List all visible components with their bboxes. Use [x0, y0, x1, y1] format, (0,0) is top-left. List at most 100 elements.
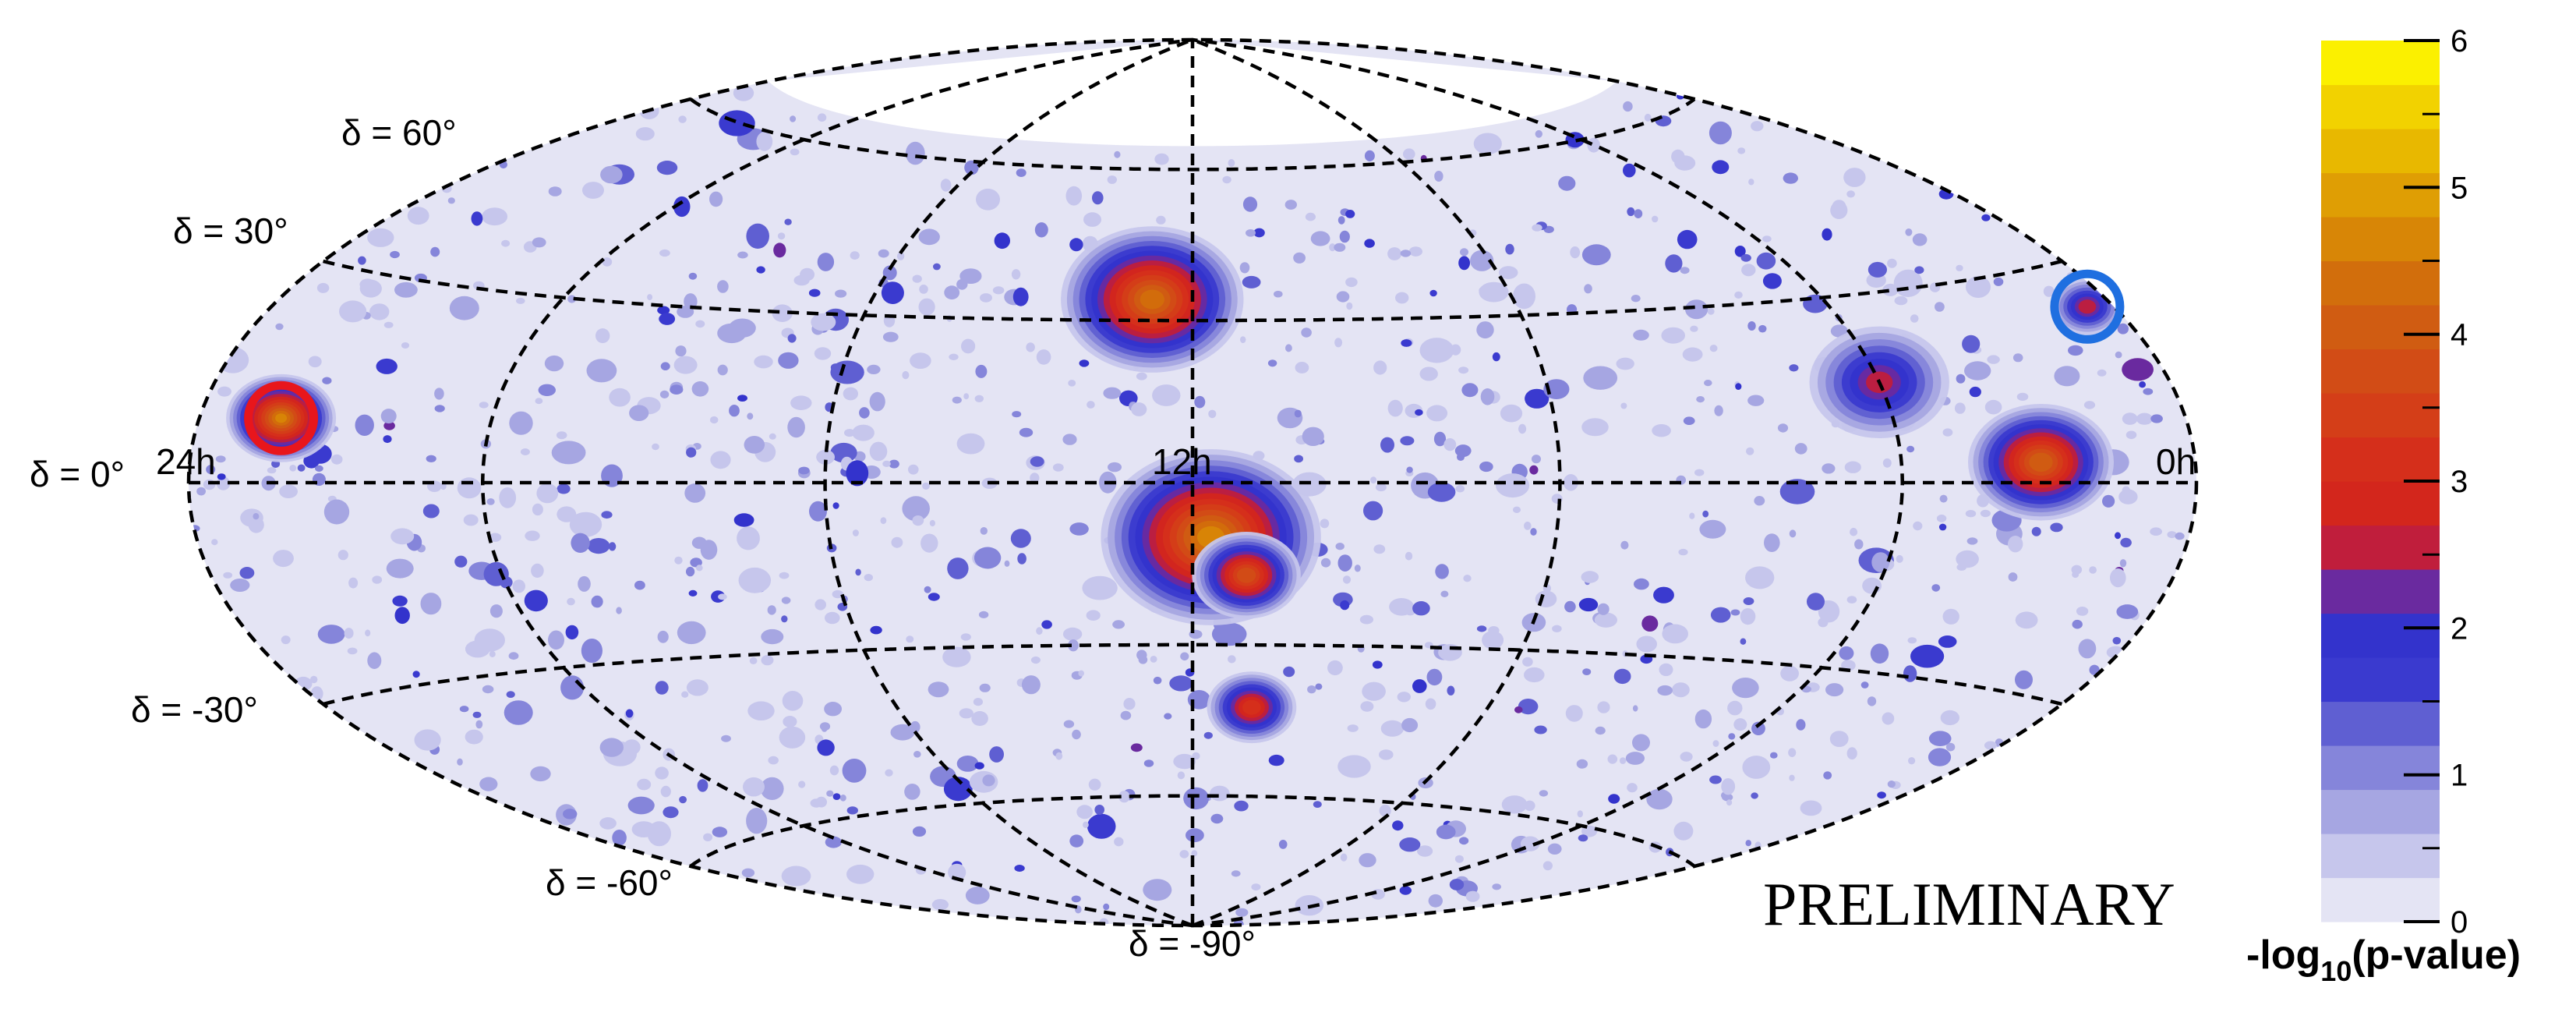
significance-spot	[940, 179, 952, 192]
significance-spot	[1428, 894, 1443, 908]
significance-spot	[538, 384, 556, 396]
significance-spot	[1756, 252, 1776, 270]
significance-spot	[1208, 409, 1217, 419]
significance-spot	[657, 630, 669, 643]
significance-spot	[647, 294, 653, 301]
significance-spot	[1912, 233, 1928, 246]
significance-spot	[697, 779, 708, 792]
significance-spot	[688, 589, 698, 597]
significance-spot	[1887, 258, 1897, 268]
significance-spot	[814, 347, 832, 360]
significance-spot	[842, 759, 867, 783]
significance-spot	[1822, 228, 1832, 241]
significance-spot	[684, 483, 706, 503]
significance-spot	[1745, 840, 1751, 847]
significance-spot	[563, 809, 578, 819]
significance-spot	[1387, 247, 1402, 260]
significance-spot	[767, 605, 776, 615]
colorbar-band	[2321, 349, 2440, 394]
significance-spot	[1552, 625, 1562, 632]
significance-spot	[1928, 731, 1952, 746]
significance-spot	[1910, 314, 1919, 323]
significance-spot	[747, 701, 775, 720]
significance-spot	[1570, 246, 1581, 259]
significance-spot	[1969, 386, 1981, 398]
significance-spot	[1676, 93, 1684, 100]
significance-spot	[1179, 850, 1189, 858]
significance-spot	[1107, 175, 1118, 184]
significance-spot	[1234, 800, 1249, 812]
significance-spot	[401, 342, 410, 349]
significance-spot	[928, 681, 949, 698]
significance-spot	[1026, 342, 1035, 352]
significance-spot	[1783, 172, 1798, 184]
significance-spot	[1016, 168, 1027, 178]
significance-spot	[1334, 242, 1346, 252]
significance-spot	[1583, 366, 1618, 390]
significance-spot	[896, 252, 905, 260]
significance-spot	[1194, 395, 1206, 409]
colorbar-tick-label: 6	[2451, 24, 2468, 58]
significance-spot	[1597, 603, 1610, 615]
dec-gridline	[323, 259, 2062, 323]
significance-spot	[1677, 229, 1698, 250]
significance-spot	[454, 555, 468, 568]
significance-spot	[1412, 679, 1427, 693]
significance-spot	[1359, 614, 1373, 625]
significance-spot	[1796, 719, 1806, 731]
significance-spot	[867, 364, 881, 374]
significance-spot	[798, 466, 810, 475]
significance-spot	[912, 826, 927, 837]
significance-spot	[532, 237, 546, 248]
significance-spot	[814, 599, 826, 611]
colorbar-title-base: -log	[2246, 933, 2320, 978]
significance-spot	[1980, 509, 1991, 518]
significance-spot	[1014, 865, 1025, 872]
significance-spot	[1426, 668, 1443, 686]
significance-spot	[1735, 383, 1742, 390]
significance-spot	[961, 338, 976, 354]
significance-spot	[1458, 256, 1470, 271]
significance-spot	[1302, 427, 1324, 446]
significance-spot	[1364, 239, 1375, 248]
significance-spot	[1222, 175, 1231, 184]
significance-spot	[196, 487, 206, 496]
significance-spot	[1956, 564, 1966, 571]
significance-spot	[952, 396, 962, 404]
significance-spot	[1672, 682, 1690, 698]
significance-spot	[1535, 129, 1543, 138]
significance-spot	[608, 542, 617, 551]
colorbar-band	[2321, 260, 2440, 306]
significance-spot	[383, 421, 395, 430]
significance-spot	[1680, 267, 1690, 274]
significance-spot	[1429, 289, 1437, 297]
significance-spot	[383, 321, 394, 328]
hotspot-contour	[1236, 568, 1256, 583]
significance-spot	[784, 218, 792, 225]
colorbar-band	[2321, 481, 2440, 526]
significance-spot	[1235, 908, 1249, 917]
significance-spot	[1433, 431, 1447, 447]
dec-gridline	[689, 794, 1696, 868]
significance-spot	[1069, 522, 1089, 536]
significance-spot	[459, 706, 469, 713]
significance-spot	[1581, 418, 1609, 437]
significance-spot	[1401, 339, 1412, 347]
significance-spot	[1704, 380, 1712, 387]
significance-spot	[787, 334, 797, 343]
significance-spot	[1395, 292, 1409, 304]
significance-spot	[910, 352, 931, 369]
significance-spot	[310, 686, 323, 701]
colorbar-band	[2321, 525, 2440, 570]
significance-spot	[1632, 705, 1638, 712]
significance-spot	[798, 781, 806, 788]
significance-spot	[2089, 566, 2097, 574]
significance-spot	[924, 586, 931, 593]
significance-spot	[1460, 248, 1468, 257]
sky-boundary	[186, 37, 2199, 928]
significance-spot	[1962, 335, 1981, 353]
axis-labels: 24h 12h 0h δ = 60° δ = 30° δ = 0° δ = -3…	[30, 112, 2196, 964]
significance-spot	[1966, 537, 1978, 545]
significance-spot	[678, 115, 687, 123]
hotspot-contour	[2078, 299, 2097, 314]
